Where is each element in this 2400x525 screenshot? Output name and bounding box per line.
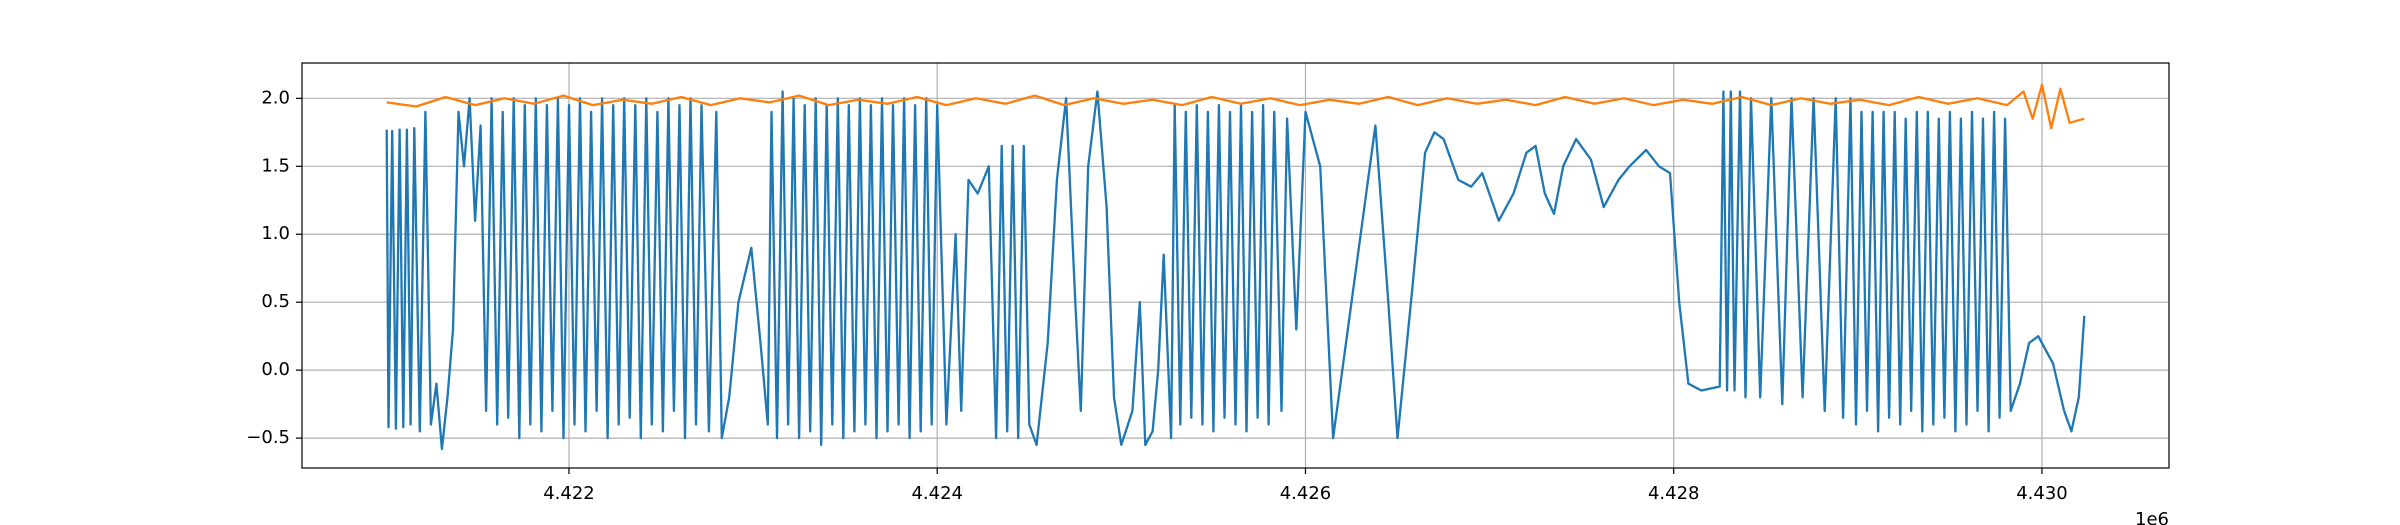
y-tick-label: 0.0 bbox=[261, 359, 290, 380]
y-tick-label: 0.5 bbox=[261, 291, 290, 312]
x-tick-label: 4.430 bbox=[2016, 483, 2068, 504]
y-tick-label: 1.5 bbox=[261, 155, 290, 176]
y-tick-label: 2.0 bbox=[261, 87, 290, 108]
axes-frame bbox=[301, 62, 2170, 469]
x-tick-label: 4.426 bbox=[1280, 483, 1332, 504]
x-tick-label: 4.424 bbox=[911, 483, 963, 504]
series-line bbox=[385, 90, 2086, 451]
series-line bbox=[386, 83, 2085, 130]
x-tick-label: 4.428 bbox=[1648, 483, 1700, 504]
y-tick-label: 1.0 bbox=[261, 223, 290, 244]
x-tick-label: 4.422 bbox=[543, 483, 595, 504]
tick-labels: 4.422 4.424 4.426 4.428 4.430 −0.5 0.0 0.5 1.0 1.… bbox=[246, 87, 2067, 504]
y-tick-label: −0.5 bbox=[246, 427, 290, 448]
x-offset-label: 1e6 bbox=[2135, 509, 2169, 525]
lines bbox=[385, 83, 2086, 451]
